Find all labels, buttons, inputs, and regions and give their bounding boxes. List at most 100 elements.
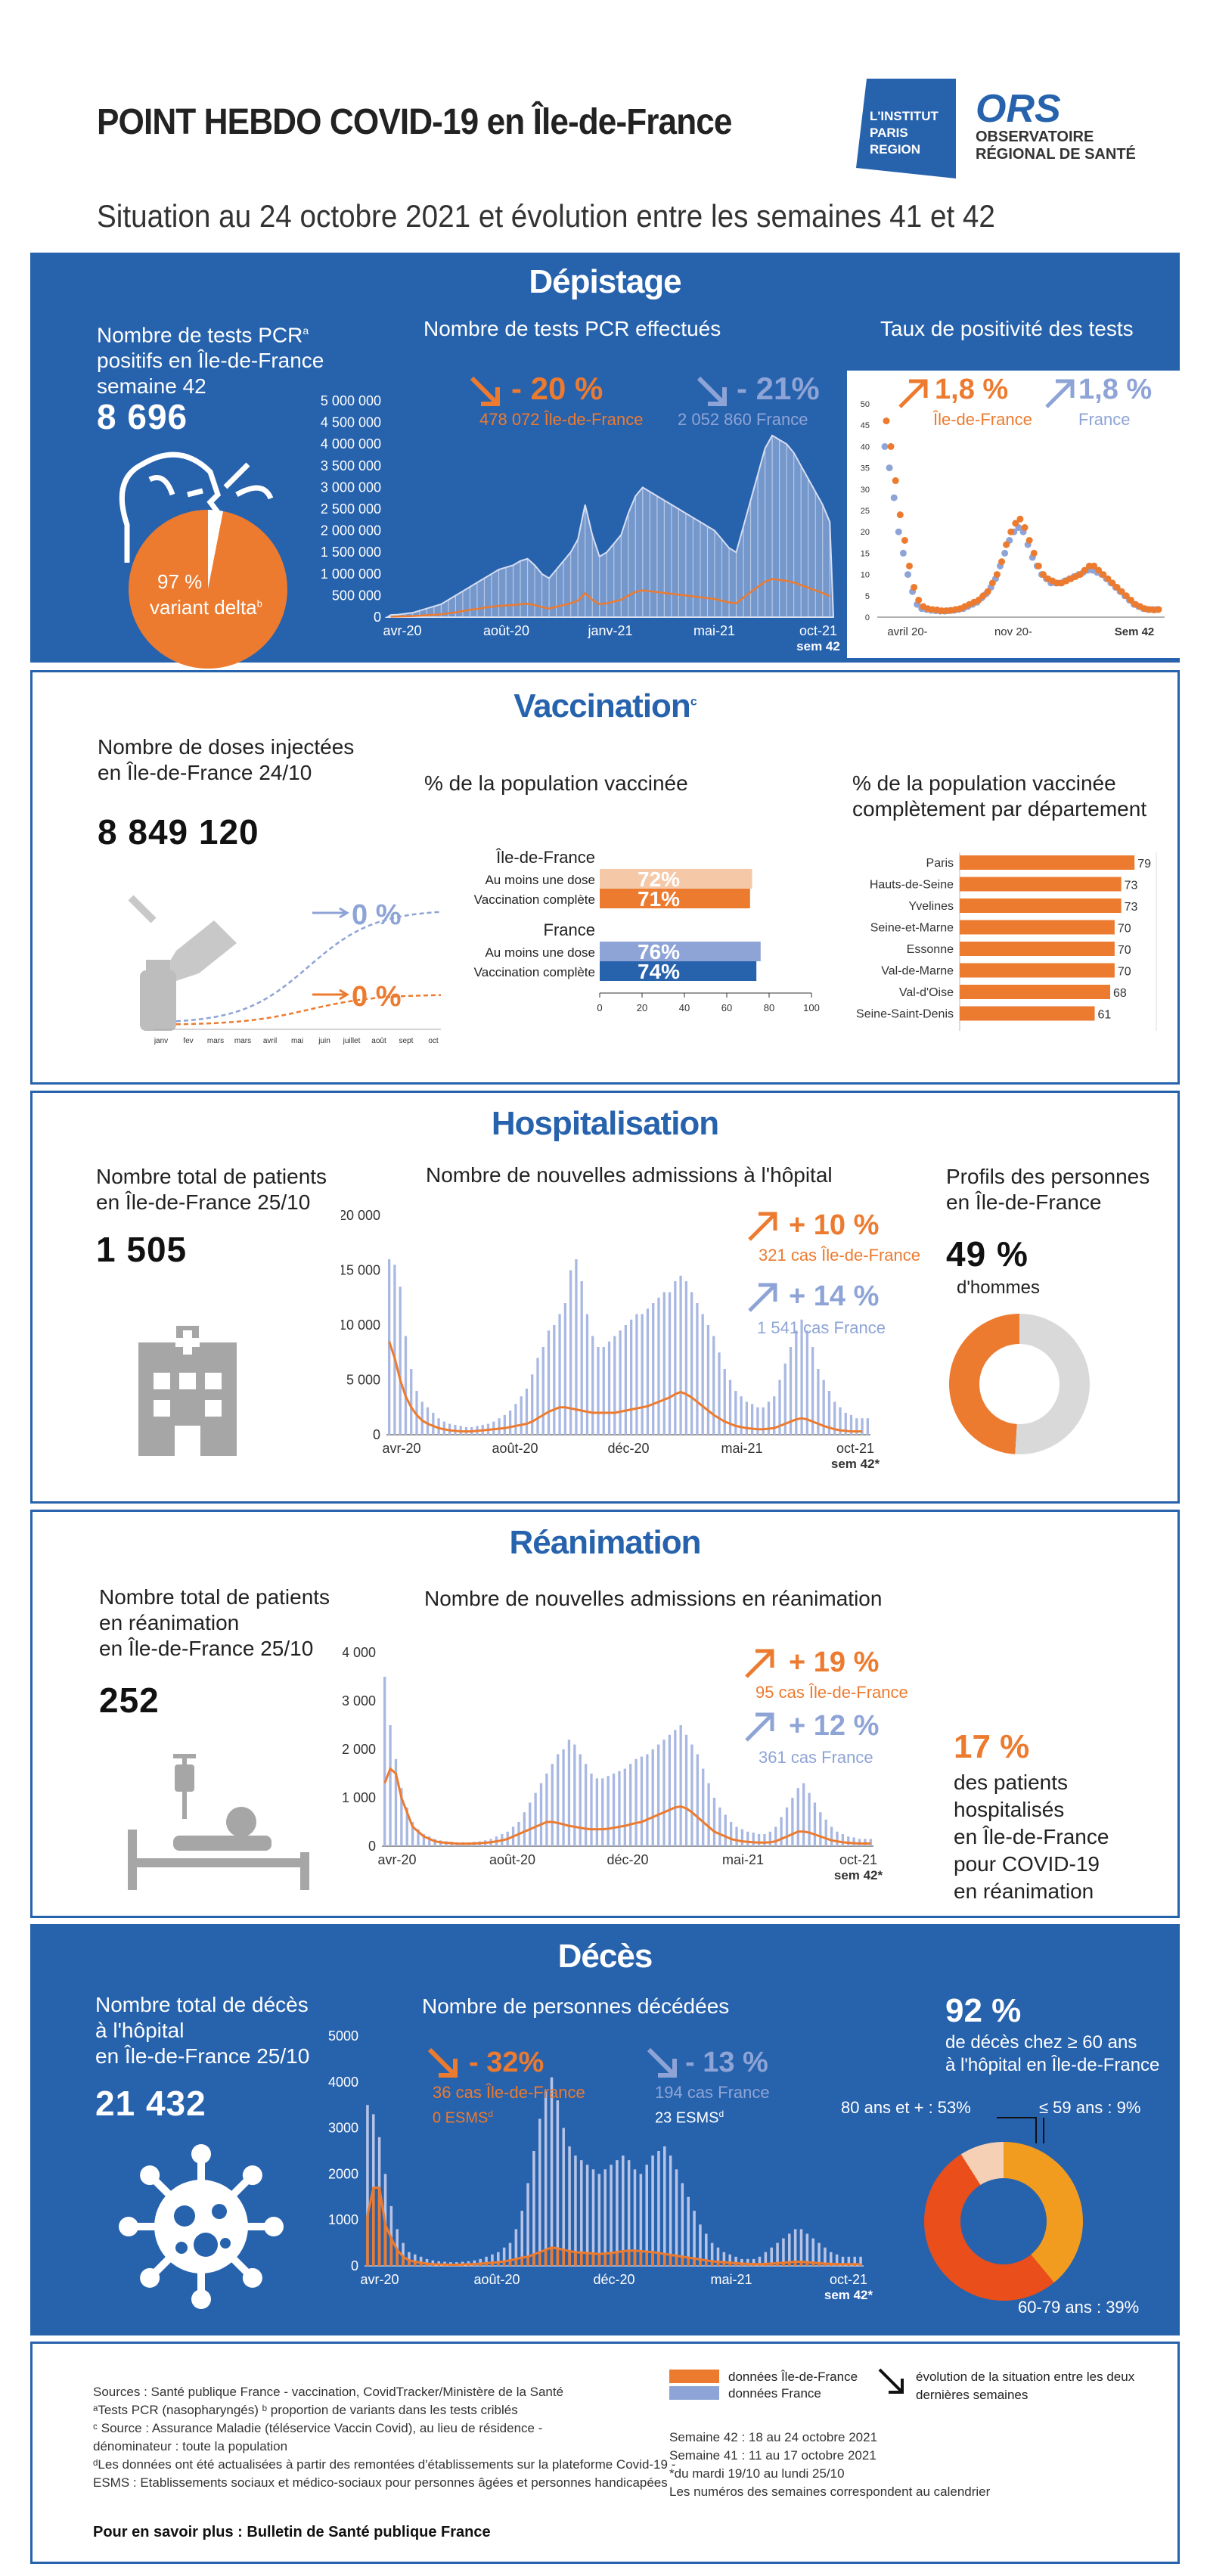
bar-france [684, 1734, 688, 1846]
bar-idf [811, 2262, 814, 2266]
y-tick-label: 35 [861, 464, 870, 473]
bar-idf [408, 2260, 411, 2266]
bar-category-label: Val-de-Marne [881, 965, 954, 978]
bar-france [503, 1414, 506, 1435]
rea-chart: 0 1 000 2 000 3 000 4 000 avr-20 août-20 déc-20… [343, 1646, 883, 1882]
bar-france [526, 2183, 529, 2266]
bar-france [734, 1391, 737, 1435]
bar-idf [639, 2251, 643, 2266]
bar-idf [651, 2252, 654, 2266]
doses-value: 8 849 120 [98, 812, 259, 852]
x-tick-label: avr-20 [360, 2272, 399, 2287]
bar-france [569, 1270, 572, 1435]
bar-france [774, 1826, 777, 1846]
point-idf [988, 579, 996, 587]
legend-idf-label: données Île-de-France [728, 2370, 858, 2384]
point-idf [1100, 571, 1107, 579]
bar-france [841, 2256, 845, 2266]
bar-france [422, 1834, 426, 1846]
tests-value: 8 696 [97, 397, 188, 436]
y-tick-label: 45 [861, 421, 870, 430]
point-idf [887, 442, 895, 450]
bar-france [844, 1413, 847, 1435]
age-lab-6079: 60-79 ans : 39% [1018, 2298, 1140, 2317]
bar-france [679, 1275, 682, 1435]
virus-spot [175, 2242, 188, 2254]
bar-france [491, 2254, 494, 2266]
x-tick-label: oct-21 [799, 623, 837, 638]
x-note: sem 42 [796, 639, 840, 653]
bar-category-label: Yvelines [908, 900, 954, 913]
bar-idf [377, 2187, 381, 2266]
rea-share-label: des patients hospitalisés en Île-de-Franc… [954, 1771, 1109, 1903]
vial-shape [140, 970, 176, 1031]
bar-france [802, 1783, 805, 1846]
total-label: Nombre total de décès à l'hôpital en Île-d… [95, 1993, 310, 2068]
bar-france [640, 1756, 644, 1846]
bar-france [770, 2247, 773, 2266]
bar-france [541, 1347, 544, 1435]
y-tick-label: 500 000 [332, 588, 381, 603]
bar-france [536, 1358, 539, 1435]
deces-idf-sub: 36 cas Île-de-France [433, 2083, 585, 2102]
bar-value-label: 73 [1125, 880, 1138, 892]
bar-idf [633, 2250, 637, 2266]
y-tick-label: 4000 [328, 2075, 358, 2090]
y-tick-label: 0 [351, 2258, 358, 2273]
point-idf [1113, 584, 1121, 591]
pos-chart-title: Taux de positivité des tests [880, 317, 1134, 340]
arrow-up-right-icon [748, 1212, 777, 1241]
x-tick-label: mai-21 [710, 2272, 752, 2287]
pos-chart: 0 5 10 15 20 25 30 35 40 45 50 avril 20- nov 20- Sem … [847, 371, 1180, 658]
bar-france [595, 1778, 599, 1846]
bar [960, 985, 1111, 999]
x-tick-label: mai-21 [693, 623, 735, 638]
bar-france [819, 1812, 822, 1846]
age-lab-80: 80 ans et + : 53% [841, 2098, 971, 2117]
point-idf [984, 588, 991, 595]
bar-france [508, 2242, 512, 2266]
bar-france [847, 1836, 850, 1846]
bar-value-label: 70 [1118, 944, 1131, 957]
x-tick-label: oct-21 [830, 2272, 867, 2287]
bar-idf [497, 2262, 500, 2266]
y-tick-label: 2000 [328, 2166, 358, 2181]
bar-france [836, 1831, 839, 1846]
bar-france [728, 1380, 732, 1435]
y-tick-label: 25 [861, 507, 870, 516]
bar-france [847, 2256, 851, 2266]
bar-value-label: 74% [638, 960, 680, 983]
bar-france [619, 1330, 622, 1435]
more-info-link[interactable]: Pour en savoir plus : Bulletin de Santé … [93, 2524, 491, 2540]
bar-france [393, 1265, 396, 1435]
series-idf-line [383, 1767, 871, 1845]
total-value: 1 505 [96, 1230, 188, 1269]
bar-france [366, 2105, 369, 2266]
legend-idf-swatch [669, 2370, 719, 2383]
point-idf [1109, 579, 1116, 587]
pcr-chart: 0 500 000 1 000 000 1 500 000 2 000 000 2 500… [321, 393, 840, 653]
hospital-bed-icon [128, 1754, 309, 1890]
virus-spike-tip [119, 2217, 138, 2236]
arrow-down-right-icon [427, 2047, 458, 2078]
y-tick-label: 5 [865, 592, 870, 601]
bar-france [602, 1347, 605, 1435]
point-idf [1039, 571, 1047, 579]
arrow-down-right-icon [470, 376, 500, 406]
x-tick-label: août-20 [492, 1441, 538, 1456]
bar-idf [568, 2251, 571, 2266]
bar-france [544, 2090, 548, 2266]
bar-france [740, 1396, 743, 1435]
point-france [881, 442, 889, 450]
bar-idf [782, 2262, 785, 2266]
bar-idf [818, 2263, 821, 2266]
panel-footer: Sources : Santé publique France - vaccin… [30, 2342, 1180, 2564]
bar-france [520, 2211, 523, 2266]
bar-france [624, 1325, 627, 1435]
bar-france [827, 1391, 831, 1435]
panel-hospitalisation: Hospitalisation Nombre total de patients… [30, 1091, 1180, 1504]
bar-value-label: 73 [1125, 901, 1138, 914]
bar-france [758, 2256, 762, 2266]
point-france [904, 571, 912, 579]
x-tick-label: 80 [764, 1002, 774, 1013]
